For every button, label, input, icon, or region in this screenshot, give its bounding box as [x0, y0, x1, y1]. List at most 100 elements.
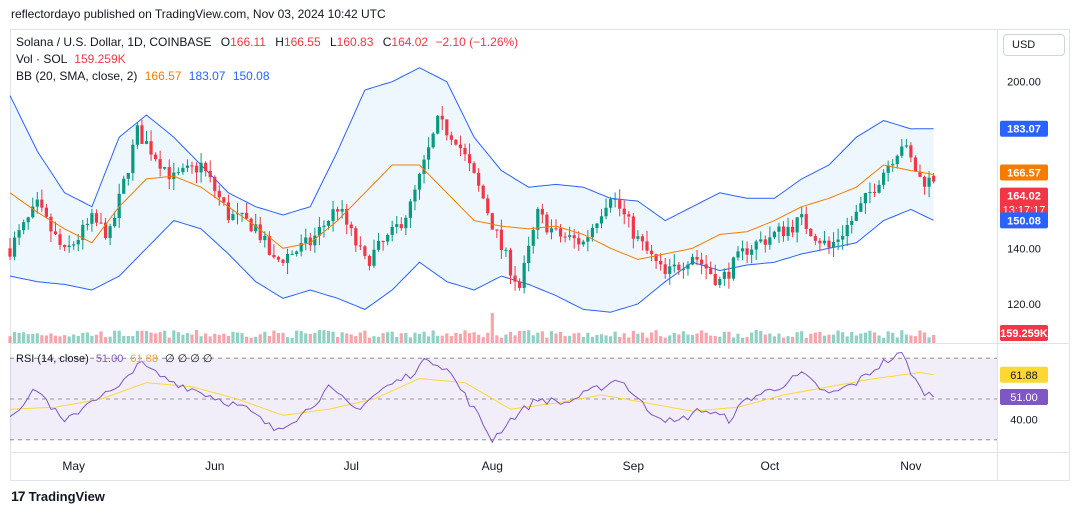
volume-bar [235, 332, 240, 343]
volume-bar [513, 335, 517, 343]
candle-body [331, 209, 335, 222]
candle-body [208, 170, 212, 178]
volume-bar [154, 333, 158, 343]
volume-bar [818, 331, 822, 343]
candle-body [404, 217, 408, 229]
candle-body [67, 245, 71, 248]
bb-legend[interactable]: BB (20, SMA, close, 2) 166.57 183.07 150… [16, 69, 270, 83]
candle-body [72, 244, 76, 246]
volume-bar [67, 336, 71, 343]
volume-bar [140, 330, 144, 343]
volume-bar [194, 330, 199, 343]
candle-body [750, 249, 754, 255]
volume-bar [144, 330, 149, 343]
volume-bar [204, 333, 208, 343]
volume-bar [472, 332, 476, 343]
candle-body [513, 275, 517, 282]
volume-bar [527, 330, 531, 343]
low-value: 160.83 [336, 35, 374, 49]
volume-bar [8, 336, 12, 343]
volume-bar [481, 337, 485, 343]
candle-body [417, 173, 422, 190]
volume-bar [627, 337, 631, 343]
volume-bar [436, 335, 440, 343]
volume-legend[interactable]: Vol · SOL 159.259K [16, 52, 126, 66]
candle-body [322, 225, 326, 227]
volume-bar [58, 336, 62, 343]
volume-bar [22, 332, 26, 343]
volume-bar [390, 331, 394, 343]
candle-body [427, 147, 431, 160]
candle-body [645, 241, 649, 251]
volume-bar [891, 332, 895, 343]
candle-body [44, 207, 48, 217]
candle-body [263, 235, 267, 241]
candle-body [649, 250, 654, 255]
volume-bar [331, 331, 335, 343]
candle-body [636, 236, 640, 239]
candle-body [882, 172, 886, 185]
candle-body [577, 238, 581, 245]
volume-bar [804, 337, 808, 343]
candle-body [40, 199, 44, 208]
high-label: H [275, 35, 284, 49]
time-tick-label: Oct [761, 459, 780, 473]
volume-bar [554, 333, 558, 343]
candle-body [831, 241, 836, 248]
bb-basis-value: 166.57 [144, 69, 182, 83]
volume-bar [31, 333, 35, 343]
volume-bar [854, 335, 858, 343]
symbol-legend[interactable]: Solana / U.S. Dollar, 1D, COINBASE O166.… [16, 35, 518, 49]
candle-body [763, 239, 767, 245]
candle-body [718, 278, 722, 285]
volume-bar [763, 334, 767, 343]
candle-body [467, 154, 472, 164]
candle-body [563, 236, 567, 238]
volume-bar [163, 330, 167, 343]
volume-bar [404, 332, 408, 343]
candle-body [613, 198, 617, 200]
candle-body [245, 212, 249, 219]
volume-bar [295, 330, 299, 343]
candle-body [759, 239, 763, 242]
volume-bar [213, 333, 217, 343]
tradingview-footer[interactable]: 17 TradingView [11, 488, 105, 504]
candle-body [554, 228, 558, 230]
candle-body [390, 226, 394, 235]
volume-bar [126, 335, 130, 343]
volume-bar [631, 330, 635, 343]
candle-body [449, 135, 453, 140]
volume-bar [158, 332, 162, 343]
volume-bar [17, 332, 21, 343]
rsi-legend[interactable]: RSI (14, close) 51.00 61.88 ∅ ∅ ∅ ∅ [16, 352, 213, 365]
volume-bar [595, 334, 599, 343]
rsi-ma-line [9, 371, 934, 416]
candle-body [285, 253, 290, 263]
candle-body [154, 154, 158, 160]
candle-body [477, 172, 481, 186]
candle-body [495, 229, 499, 231]
volume-bar [417, 333, 422, 343]
candle-body [772, 231, 776, 238]
high-value: 166.55 [283, 35, 321, 49]
candle-body [586, 237, 590, 242]
volume-bar [272, 330, 276, 343]
volume-bar [486, 332, 490, 343]
volume-bar [531, 335, 535, 343]
candle-body [909, 145, 913, 158]
bb-upper-line [9, 67, 934, 222]
candle-body [413, 189, 417, 202]
close-value: 164.02 [391, 35, 429, 49]
volume-bar [772, 336, 776, 343]
candle-body [108, 226, 112, 239]
candle-body [690, 256, 695, 265]
volume-price-label: 159.259K [1000, 328, 1048, 340]
volume-bar [718, 336, 722, 343]
volume-bar [800, 331, 804, 343]
candle-body [326, 221, 331, 226]
currency-button[interactable]: USD [1003, 34, 1065, 56]
candle-body [199, 162, 203, 173]
candle-body [99, 222, 103, 224]
volume-bar [94, 334, 99, 343]
